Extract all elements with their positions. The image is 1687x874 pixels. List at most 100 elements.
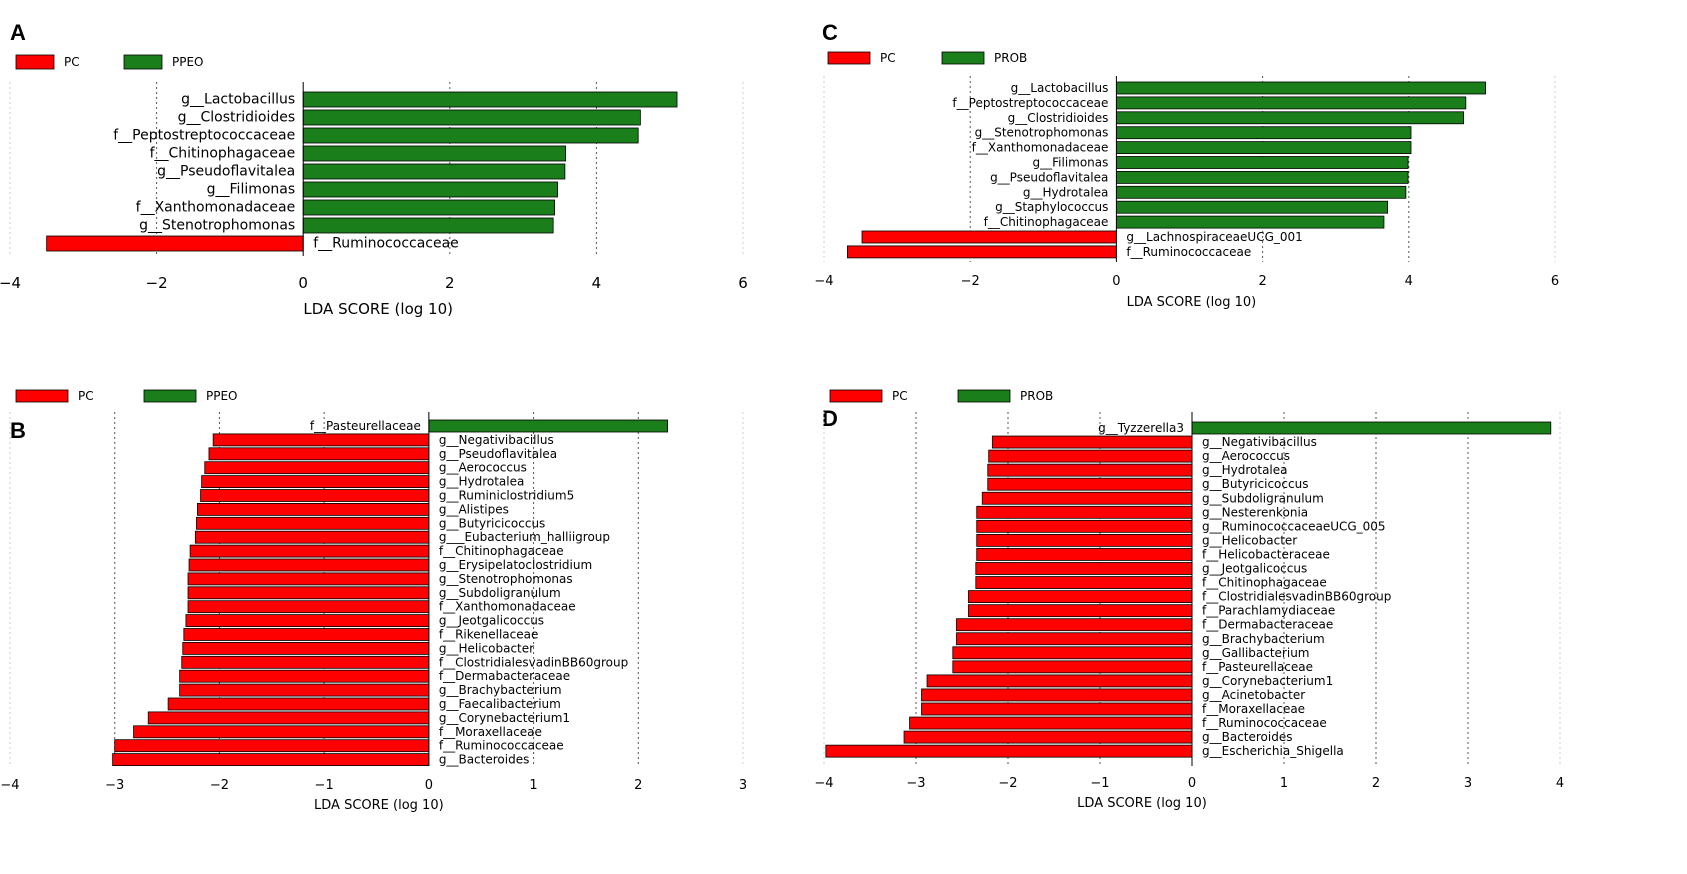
panel-letter: A	[10, 20, 26, 45]
bars: g__Lactobacillus g__Clostridioides f__Pept…	[46, 91, 678, 252]
bar	[825, 744, 1193, 758]
bar	[921, 702, 1193, 716]
legend-label-pc: PC	[880, 51, 896, 65]
bar-label: g__Stenotrophomonas	[439, 572, 573, 586]
bar	[1116, 96, 1467, 110]
x-tick-label: 0	[1112, 274, 1120, 289]
x-tick-label: 1	[529, 778, 537, 793]
bar-label: f__Ruminococcaceae	[1202, 716, 1327, 730]
bar	[187, 586, 430, 600]
legend-swatch-pc	[15, 389, 69, 403]
bar-label: g__Stenotrophomonas	[139, 218, 295, 234]
bar-label: g__Negativibacillus	[439, 433, 554, 447]
bar	[952, 660, 1193, 674]
bar-label: f__Dermabacteraceae	[1202, 618, 1333, 632]
bar-label: g__Bacteroides	[1202, 730, 1293, 744]
bar-label: f__Ruminococcaceae	[1126, 245, 1251, 259]
legend-swatch-prob	[957, 389, 1011, 403]
bar-label: f__Pasteurellaceae	[1202, 660, 1313, 674]
bar-label: g__Gallibacterium	[1202, 646, 1310, 660]
bar	[212, 433, 430, 447]
x-tick-label: 3	[739, 778, 747, 793]
panel-d: D PC PROB g__Tyzzerella3 g__Negativibacillus…	[814, 389, 1564, 811]
legend-swatch-ppeo	[123, 54, 163, 70]
x-ticks: −4 −3 −2 −1 0 1 2 3	[0, 778, 747, 793]
legend: PC PPEO	[15, 389, 238, 403]
x-tick-label: 4	[592, 274, 602, 292]
bar-label: g__Hydrotalea	[1023, 185, 1109, 199]
bar-label: f__Xanthomonadaceae	[439, 600, 576, 614]
bar-label: g__Corynebacterium1	[1202, 674, 1333, 688]
bar	[188, 558, 430, 572]
bar-label: f__Moraxellaceae	[439, 725, 542, 739]
bar	[956, 632, 1193, 646]
bar-label: g__Helicobacter	[439, 641, 534, 655]
bar	[1191, 421, 1552, 435]
bar	[182, 642, 430, 655]
bar	[179, 669, 430, 683]
bar	[846, 245, 1117, 259]
bar-label: f__Chitinophagaceae	[984, 215, 1109, 229]
x-tick-label: 2	[634, 778, 642, 793]
x-tick-label: −2	[998, 776, 1017, 791]
legend: PC PROB	[829, 389, 1053, 403]
bar-label: g__Clostridioides	[1008, 111, 1109, 125]
bar	[167, 697, 430, 711]
bar-label: g__Filimonas	[1033, 156, 1109, 170]
panel-letter: D	[822, 406, 838, 431]
bar-label: f__ClostridialesvadinBB60group	[1202, 590, 1391, 604]
bar	[187, 600, 430, 614]
bar	[1116, 185, 1407, 199]
x-tick-label: −2	[961, 274, 980, 289]
legend-label-prob: PROB	[1020, 389, 1053, 403]
bar-label: g__Aerococcus	[439, 461, 527, 475]
legend-swatch-prob	[941, 51, 985, 65]
bar	[179, 683, 430, 697]
x-tick-label: −4	[0, 778, 19, 793]
bar	[968, 604, 1193, 618]
x-tick-label: 2	[1372, 776, 1380, 791]
bar	[987, 477, 1193, 491]
bar	[189, 544, 430, 558]
legend-label-prob: PROB	[994, 51, 1027, 65]
bar	[302, 91, 678, 108]
x-tick-label: 2	[445, 274, 455, 292]
bar	[1116, 126, 1412, 140]
x-tick-label: −3	[906, 776, 925, 791]
x-tick-label: −1	[315, 778, 334, 793]
bar	[976, 519, 1193, 533]
bar-label: g__Tyzzerella3	[1098, 421, 1184, 435]
bar-label: f__Xanthomonadaceae	[972, 141, 1109, 155]
x-tick-label: 6	[738, 274, 748, 292]
bar-label: g__Aerococcus	[1202, 449, 1290, 463]
legend-swatch-pc	[15, 54, 55, 70]
legend-label-pc: PC	[892, 389, 908, 403]
bar-label: g__Hydrotalea	[1202, 463, 1288, 477]
bar	[975, 576, 1193, 589]
x-axis-label: LDA SCORE (log 10)	[303, 300, 453, 318]
bar-label: g__Filimonas	[207, 182, 296, 198]
x-tick-label: −4	[814, 274, 833, 289]
bar	[976, 548, 1193, 561]
bar-label: g__Jeotgalicoccus	[439, 614, 544, 628]
bar	[981, 491, 1193, 505]
bar	[861, 230, 1117, 244]
bar	[976, 505, 1193, 519]
bar	[302, 217, 554, 234]
bar-label: g__Erysipelatoclostridium	[439, 558, 592, 572]
bar-label: g__Escherichia_Shigella	[1202, 744, 1344, 758]
bar-label: f__Xanthomonadaceae	[136, 200, 296, 216]
gridlines	[823, 412, 1561, 766]
x-tick-label: 2	[1258, 274, 1266, 289]
bar-label: f__Chitinophagaceae	[150, 146, 296, 162]
bar-label: g__RuminococcaceaeUCG_005	[1202, 519, 1386, 533]
bar	[968, 590, 1193, 603]
bar	[428, 419, 669, 433]
bar	[302, 127, 639, 144]
bar	[147, 711, 430, 725]
bar-label: g__LachnospiraceaeUCG_001	[1126, 230, 1302, 244]
bar	[921, 688, 1193, 702]
x-ticks: −4 −2 0 2 4 6	[814, 274, 1559, 289]
panel-c: C PC PROB g__Lactobacillusf__Peptostreptoco…	[814, 20, 1559, 310]
